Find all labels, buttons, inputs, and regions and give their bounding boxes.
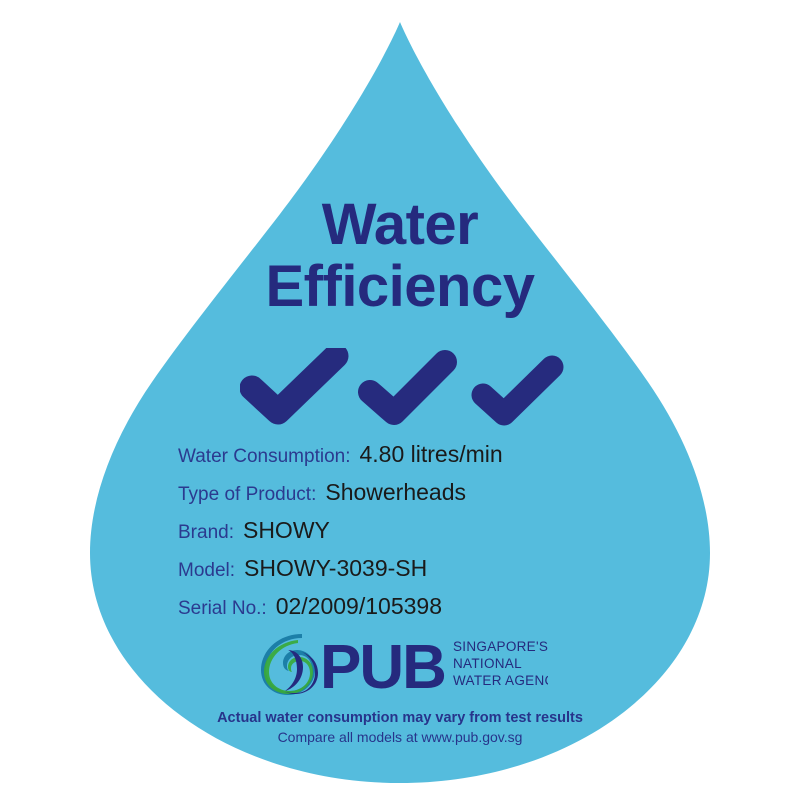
- specification-list: Water Consumption: 4.80 litres/min Type …: [0, 441, 800, 631]
- spec-value-type-of-product: Showerheads: [325, 479, 467, 505]
- pub-logo: PUB SINGAPORE'S NATIONAL WATER AGENCY: [261, 633, 548, 696]
- spec-label-type-of-product: Type of Product:: [178, 484, 317, 505]
- footer-disclaimer: Actual water consumption may vary from t…: [217, 710, 583, 726]
- pub-tagline: SINGAPORE'S NATIONAL WATER AGENCY: [453, 639, 548, 688]
- pub-tagline-line-1: SINGAPORE'S: [453, 639, 548, 654]
- footer-website: Compare all models at www.pub.gov.sg: [277, 729, 523, 745]
- swirl-ring-icon: [261, 634, 318, 695]
- title-line-1: Water: [321, 192, 479, 257]
- spec-label-water-consumption: Water Consumption:: [178, 446, 351, 467]
- spec-value-brand: SHOWY: [242, 517, 330, 543]
- spec-row-type-of-product: Type of Product: Showerheads: [0, 479, 800, 517]
- spec-row-serial-no: Serial No.: 02/2009/105398: [0, 593, 800, 631]
- page-title: Water Efficiency: [0, 196, 800, 316]
- efficiency-rating-ticks: [240, 348, 564, 426]
- svg-text:PUB: PUB: [320, 633, 445, 696]
- footer-note: Actual water consumption may vary from t…: [0, 709, 800, 746]
- check-mark-icon-1: [240, 348, 349, 425]
- title-line-2: Efficiency: [265, 254, 536, 319]
- check-mark-icon-3: [471, 355, 564, 426]
- spec-label-brand: Brand:: [178, 522, 234, 543]
- spec-label-serial-no: Serial No.:: [178, 598, 267, 619]
- spec-label-model: Model:: [178, 560, 236, 581]
- spec-row-water-consumption: Water Consumption: 4.80 litres/min: [0, 441, 800, 479]
- pub-tagline-line-3: WATER AGENCY: [453, 673, 548, 688]
- spec-row-brand: Brand: SHOWY: [0, 517, 800, 555]
- spec-row-model: Model: SHOWY-3039-SH: [0, 555, 800, 593]
- spec-value-serial-no: 02/2009/105398: [275, 593, 442, 619]
- pub-wordmark: PUB: [320, 633, 447, 696]
- pub-tagline-line-2: NATIONAL: [453, 656, 522, 671]
- check-mark-icon-2: [358, 350, 457, 425]
- spec-value-model: SHOWY-3039-SH: [244, 555, 428, 581]
- spec-value-water-consumption: 4.80 litres/min: [359, 441, 503, 467]
